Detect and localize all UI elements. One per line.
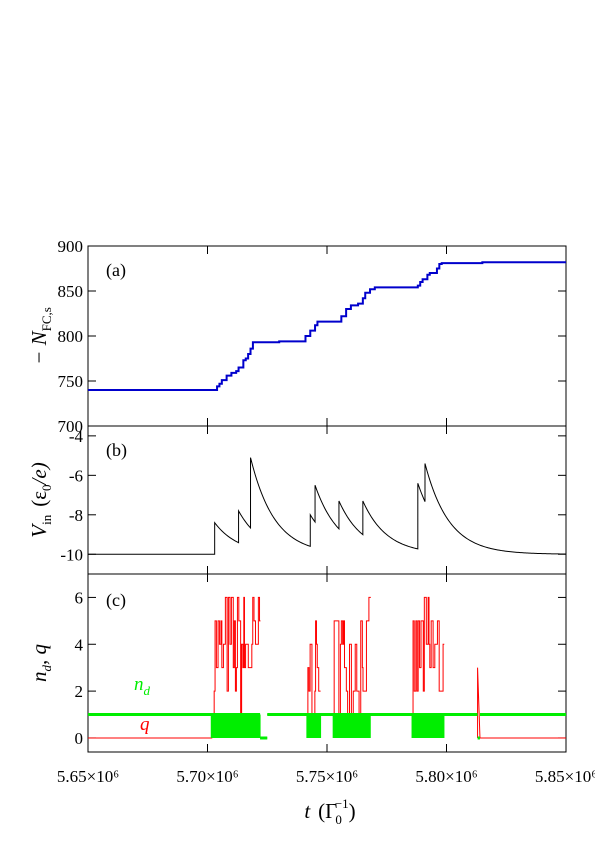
panel-b: -10 -8 -6 -4 (b) Vin(ε0/e): [27, 425, 567, 575]
x-tick-label: 5.65×10⁶: [57, 767, 119, 786]
y-tick-label: -4: [69, 427, 84, 446]
y-tick-label: 2: [75, 682, 84, 701]
y-tick-label: 800: [58, 327, 84, 346]
x-tick-labels: 5.65×10⁶ 5.70×10⁶ 5.75×10⁶ 5.80×10⁶ 5.85×10⁶: [57, 767, 595, 786]
n-d-trace: [88, 713, 566, 740]
panel-c-frame: [87, 573, 567, 753]
panel-a-label: (a): [106, 260, 126, 281]
panel-c: 0 2 4 6 (c) nd, q nd q: [27, 573, 567, 753]
y-tick-label: -6: [69, 466, 83, 485]
y-tick-label: 4: [75, 635, 84, 654]
y-tick-label: 750: [58, 372, 84, 391]
x-tick-label: 5.80×10⁶: [415, 767, 477, 786]
legend-q: q: [140, 714, 150, 735]
panel-a-ylabel: − NFC,s: [27, 307, 54, 365]
panel-b-label: (b): [106, 440, 127, 461]
panel-b-frame: [87, 425, 567, 575]
y-tick-label: 0: [75, 729, 84, 748]
y-tick-label: 850: [58, 282, 84, 301]
legend-n-d: nd: [134, 674, 151, 698]
panel-a-frame: [87, 245, 567, 427]
series-q-line: [88, 596, 566, 739]
q-trace: [88, 596, 566, 739]
panel-b-ticks: -10 -8 -6 -4: [60, 426, 567, 574]
panel-b-ylabel: Vin(ε0/e): [27, 462, 54, 537]
y-tick-label: -8: [69, 506, 83, 525]
panel-a: 700 750 800 850 900 (a) − NFC,s: [27, 237, 567, 436]
series-n-d-line: [88, 713, 566, 740]
y-tick-label: 700: [58, 417, 84, 436]
y-tick-label: 6: [75, 588, 84, 607]
x-tick-label: 5.75×10⁶: [296, 767, 358, 786]
series-n-fc-line: [88, 261, 566, 391]
panel-c-ylabel: nd, q: [27, 644, 54, 683]
panel-c-label: (c): [106, 590, 126, 611]
x-axis-label: t (Γ0−1): [304, 796, 355, 827]
y-tick-label: -10: [60, 545, 83, 564]
series-v-in-line: [88, 457, 567, 555]
x-tick-label: 5.70×10⁶: [176, 767, 238, 786]
panel-a-ticks: 700 750 800 850 900: [58, 237, 567, 436]
x-tick-label: 5.85×10⁶: [535, 767, 595, 786]
y-tick-label: 900: [58, 237, 84, 256]
